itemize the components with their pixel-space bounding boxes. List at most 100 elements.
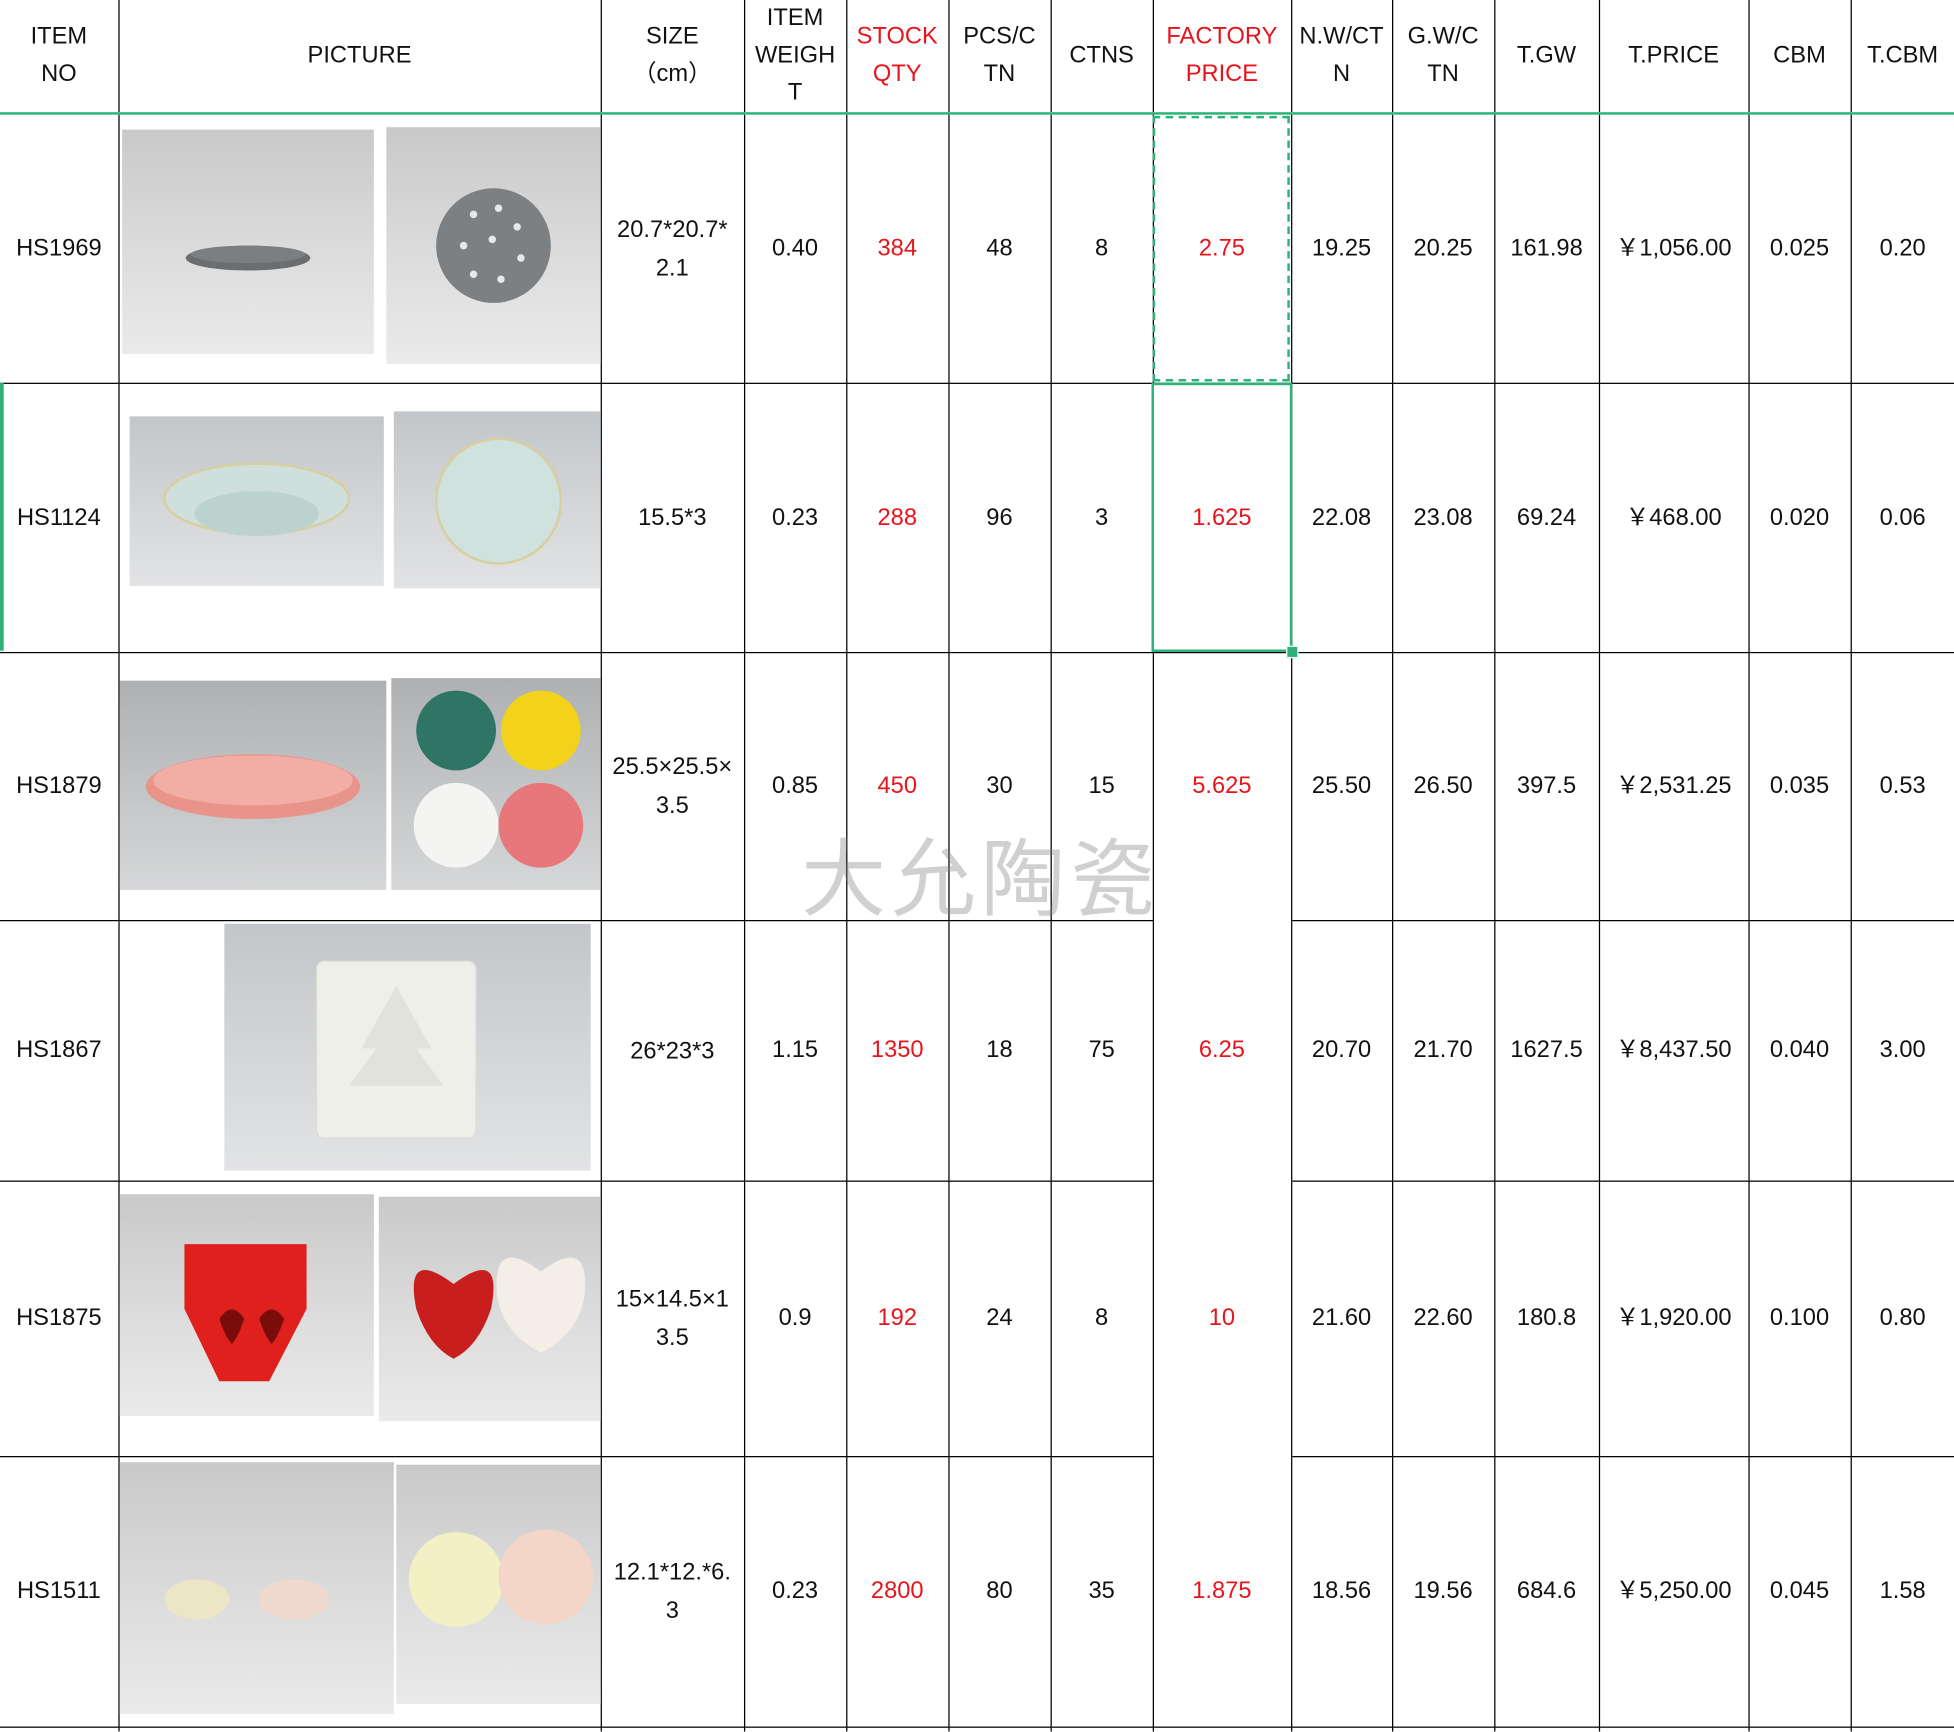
pcs-per-ctn-cell[interactable]: 18 xyxy=(947,919,1052,1182)
total-cbm-cell[interactable]: 0.80 xyxy=(1849,1180,1954,1458)
item-no-cell[interactable]: HS1511 xyxy=(0,1456,120,1728)
header-total-price[interactable]: T.PRICE xyxy=(1598,0,1750,115)
cbm-cell[interactable]: 0.020 xyxy=(1747,382,1852,654)
size-cell[interactable]: 20.7*20.7* 2.1 xyxy=(600,112,745,384)
fill-handle[interactable] xyxy=(1286,645,1299,659)
net-weight-cell[interactable]: 22.08 xyxy=(1290,382,1393,654)
pcs-per-ctn-cell[interactable]: 48 xyxy=(947,112,1052,384)
pcs-per-ctn-cell[interactable]: 96 xyxy=(947,382,1052,654)
product-photo[interactable] xyxy=(378,1196,601,1422)
gross-weight-cell[interactable]: 22.60 xyxy=(1391,1180,1495,1458)
product-photo[interactable] xyxy=(395,1464,601,1705)
ctns-cell[interactable]: 75 xyxy=(1049,919,1154,1182)
total-cbm-cell[interactable]: 0.20 xyxy=(1849,112,1954,384)
factory-price-cell[interactable]: 10 xyxy=(1152,1181,1292,1457)
item-weight-cell[interactable]: 0.23 xyxy=(743,1456,847,1728)
ctns-cell[interactable]: 8 xyxy=(1049,112,1154,384)
stock-qty-cell[interactable]: 384 xyxy=(845,112,949,384)
cbm-cell[interactable]: 0.035 xyxy=(1747,651,1852,922)
header-pcs-per-ctn[interactable]: PCS/C TN xyxy=(947,0,1052,115)
net-weight-cell[interactable]: 18.56 xyxy=(1290,1456,1393,1728)
header-stock-qty[interactable]: STOCK QTY xyxy=(845,0,949,115)
stock-qty-cell[interactable]: 450 xyxy=(845,651,949,922)
product-photo[interactable] xyxy=(393,411,601,589)
cbm-cell[interactable]: 0.025 xyxy=(1747,112,1852,384)
product-photo[interactable] xyxy=(390,678,601,891)
net-weight-cell[interactable]: 25.50 xyxy=(1290,651,1393,922)
net-weight-cell[interactable]: 20.70 xyxy=(1290,919,1393,1182)
empty-cell[interactable] xyxy=(1849,1726,1954,1732)
gross-weight-cell[interactable]: 26.50 xyxy=(1391,651,1495,922)
empty-cell[interactable] xyxy=(1747,1726,1852,1732)
cbm-cell[interactable]: 0.040 xyxy=(1747,919,1852,1182)
item-no-cell[interactable]: HS1867 xyxy=(0,919,120,1182)
ctns-cell[interactable]: 15 xyxy=(1049,651,1154,922)
picture-cell[interactable] xyxy=(117,651,602,922)
ctns-cell[interactable]: 35 xyxy=(1049,1456,1154,1728)
empty-cell[interactable] xyxy=(600,1726,745,1732)
empty-cell[interactable] xyxy=(1152,1727,1292,1732)
factory-price-cell[interactable]: 6.25 xyxy=(1152,920,1292,1182)
item-weight-cell[interactable]: 0.85 xyxy=(743,651,847,922)
total-price-cell[interactable]: ￥2,531.25 xyxy=(1598,651,1750,922)
product-photo[interactable] xyxy=(119,1194,374,1417)
product-photo[interactable] xyxy=(121,129,374,355)
total-price-cell[interactable]: ￥5,250.00 xyxy=(1598,1456,1750,1728)
total-price-cell[interactable]: ￥1,056.00 xyxy=(1598,112,1750,384)
total-gw-cell[interactable]: 180.8 xyxy=(1493,1180,1600,1458)
size-cell[interactable]: 15×14.5×1 3.5 xyxy=(600,1180,745,1458)
total-gw-cell[interactable]: 684.6 xyxy=(1493,1456,1600,1728)
header-cbm[interactable]: CBM xyxy=(1747,0,1852,115)
total-gw-cell[interactable]: 1627.5 xyxy=(1493,919,1600,1182)
header-total-gw[interactable]: T.GW xyxy=(1493,0,1600,115)
gross-weight-cell[interactable]: 19.56 xyxy=(1391,1456,1495,1728)
header-net-weight[interactable]: N.W/CT N xyxy=(1290,0,1393,115)
ctns-cell[interactable]: 8 xyxy=(1049,1180,1154,1458)
empty-cell[interactable] xyxy=(1391,1726,1495,1732)
picture-cell[interactable] xyxy=(117,112,602,384)
pcs-per-ctn-cell[interactable]: 80 xyxy=(947,1456,1052,1728)
stock-qty-cell[interactable]: 2800 xyxy=(845,1456,949,1728)
header-picture[interactable]: PICTURE xyxy=(117,0,602,115)
gross-weight-cell[interactable]: 23.08 xyxy=(1391,382,1495,654)
header-item-weight[interactable]: ITEM WEIGH T xyxy=(743,0,847,115)
item-weight-cell[interactable]: 0.23 xyxy=(743,382,847,654)
factory-price-cell[interactable]: 5.625 xyxy=(1152,651,1292,921)
item-weight-cell[interactable]: 1.15 xyxy=(743,919,847,1182)
factory-price-cell[interactable]: 1.875 xyxy=(1152,1456,1292,1728)
size-cell[interactable]: 26*23*3 xyxy=(600,919,745,1182)
stock-qty-cell[interactable]: 192 xyxy=(845,1180,949,1458)
cbm-cell[interactable]: 0.100 xyxy=(1747,1180,1852,1458)
header-size[interactable]: SIZE （cm） xyxy=(600,0,745,115)
picture-cell[interactable] xyxy=(117,1456,602,1728)
picture-cell[interactable] xyxy=(117,382,602,654)
header-total-cbm[interactable]: T.CBM xyxy=(1849,0,1954,115)
total-price-cell[interactable]: ￥1,920.00 xyxy=(1598,1180,1750,1458)
header-item-no[interactable]: ITEM NO xyxy=(0,0,120,115)
cbm-cell[interactable]: 0.045 xyxy=(1747,1456,1852,1728)
pcs-per-ctn-cell[interactable]: 24 xyxy=(947,1180,1052,1458)
item-no-cell[interactable]: HS1879 xyxy=(0,651,120,922)
factory-price-cell[interactable]: 2.75 xyxy=(1152,112,1292,384)
size-cell[interactable]: 12.1*12.*6. 3 xyxy=(600,1456,745,1728)
stock-qty-cell[interactable]: 288 xyxy=(845,382,949,654)
size-cell[interactable]: 25.5×25.5× 3.5 xyxy=(600,651,745,922)
picture-cell[interactable] xyxy=(117,919,602,1182)
stock-qty-cell[interactable]: 1350 xyxy=(845,919,949,1182)
gross-weight-cell[interactable]: 21.70 xyxy=(1391,919,1495,1182)
header-ctns[interactable]: CTNS xyxy=(1049,0,1154,115)
total-price-cell[interactable]: ￥8,437.50 xyxy=(1598,919,1750,1182)
product-photo[interactable] xyxy=(128,416,384,586)
empty-cell[interactable] xyxy=(0,1726,120,1732)
product-photo[interactable] xyxy=(385,127,601,365)
total-gw-cell[interactable]: 69.24 xyxy=(1493,382,1600,654)
ctns-cell[interactable]: 3 xyxy=(1049,382,1154,654)
product-photo[interactable] xyxy=(119,680,386,891)
total-price-cell[interactable]: ￥468.00 xyxy=(1598,382,1750,654)
product-photo[interactable] xyxy=(223,923,591,1171)
product-photo[interactable] xyxy=(119,1462,394,1715)
gross-weight-cell[interactable]: 20.25 xyxy=(1391,112,1495,384)
empty-cell[interactable] xyxy=(117,1726,602,1732)
item-no-cell[interactable]: HS1875 xyxy=(0,1180,120,1458)
total-gw-cell[interactable]: 397.5 xyxy=(1493,651,1600,922)
